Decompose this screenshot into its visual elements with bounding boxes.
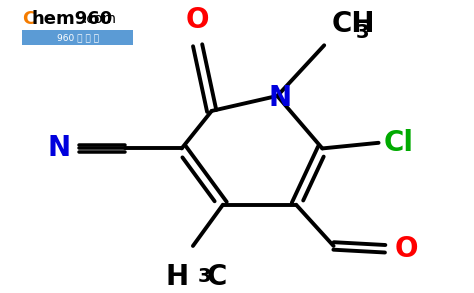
Text: N: N	[269, 84, 292, 112]
Text: 3: 3	[198, 267, 211, 286]
Text: C: C	[22, 10, 36, 28]
Text: O: O	[394, 235, 418, 263]
Text: H: H	[165, 263, 188, 291]
Text: C: C	[207, 263, 228, 291]
Text: 3: 3	[356, 23, 370, 42]
Text: Cl: Cl	[383, 129, 413, 157]
Text: N: N	[48, 134, 71, 162]
Text: O: O	[186, 6, 210, 34]
Text: 960 化 工 网: 960 化 工 网	[56, 33, 99, 42]
Text: CH: CH	[332, 10, 375, 38]
Text: .com: .com	[82, 11, 116, 25]
FancyBboxPatch shape	[22, 30, 133, 45]
Text: hem960: hem960	[32, 10, 113, 28]
